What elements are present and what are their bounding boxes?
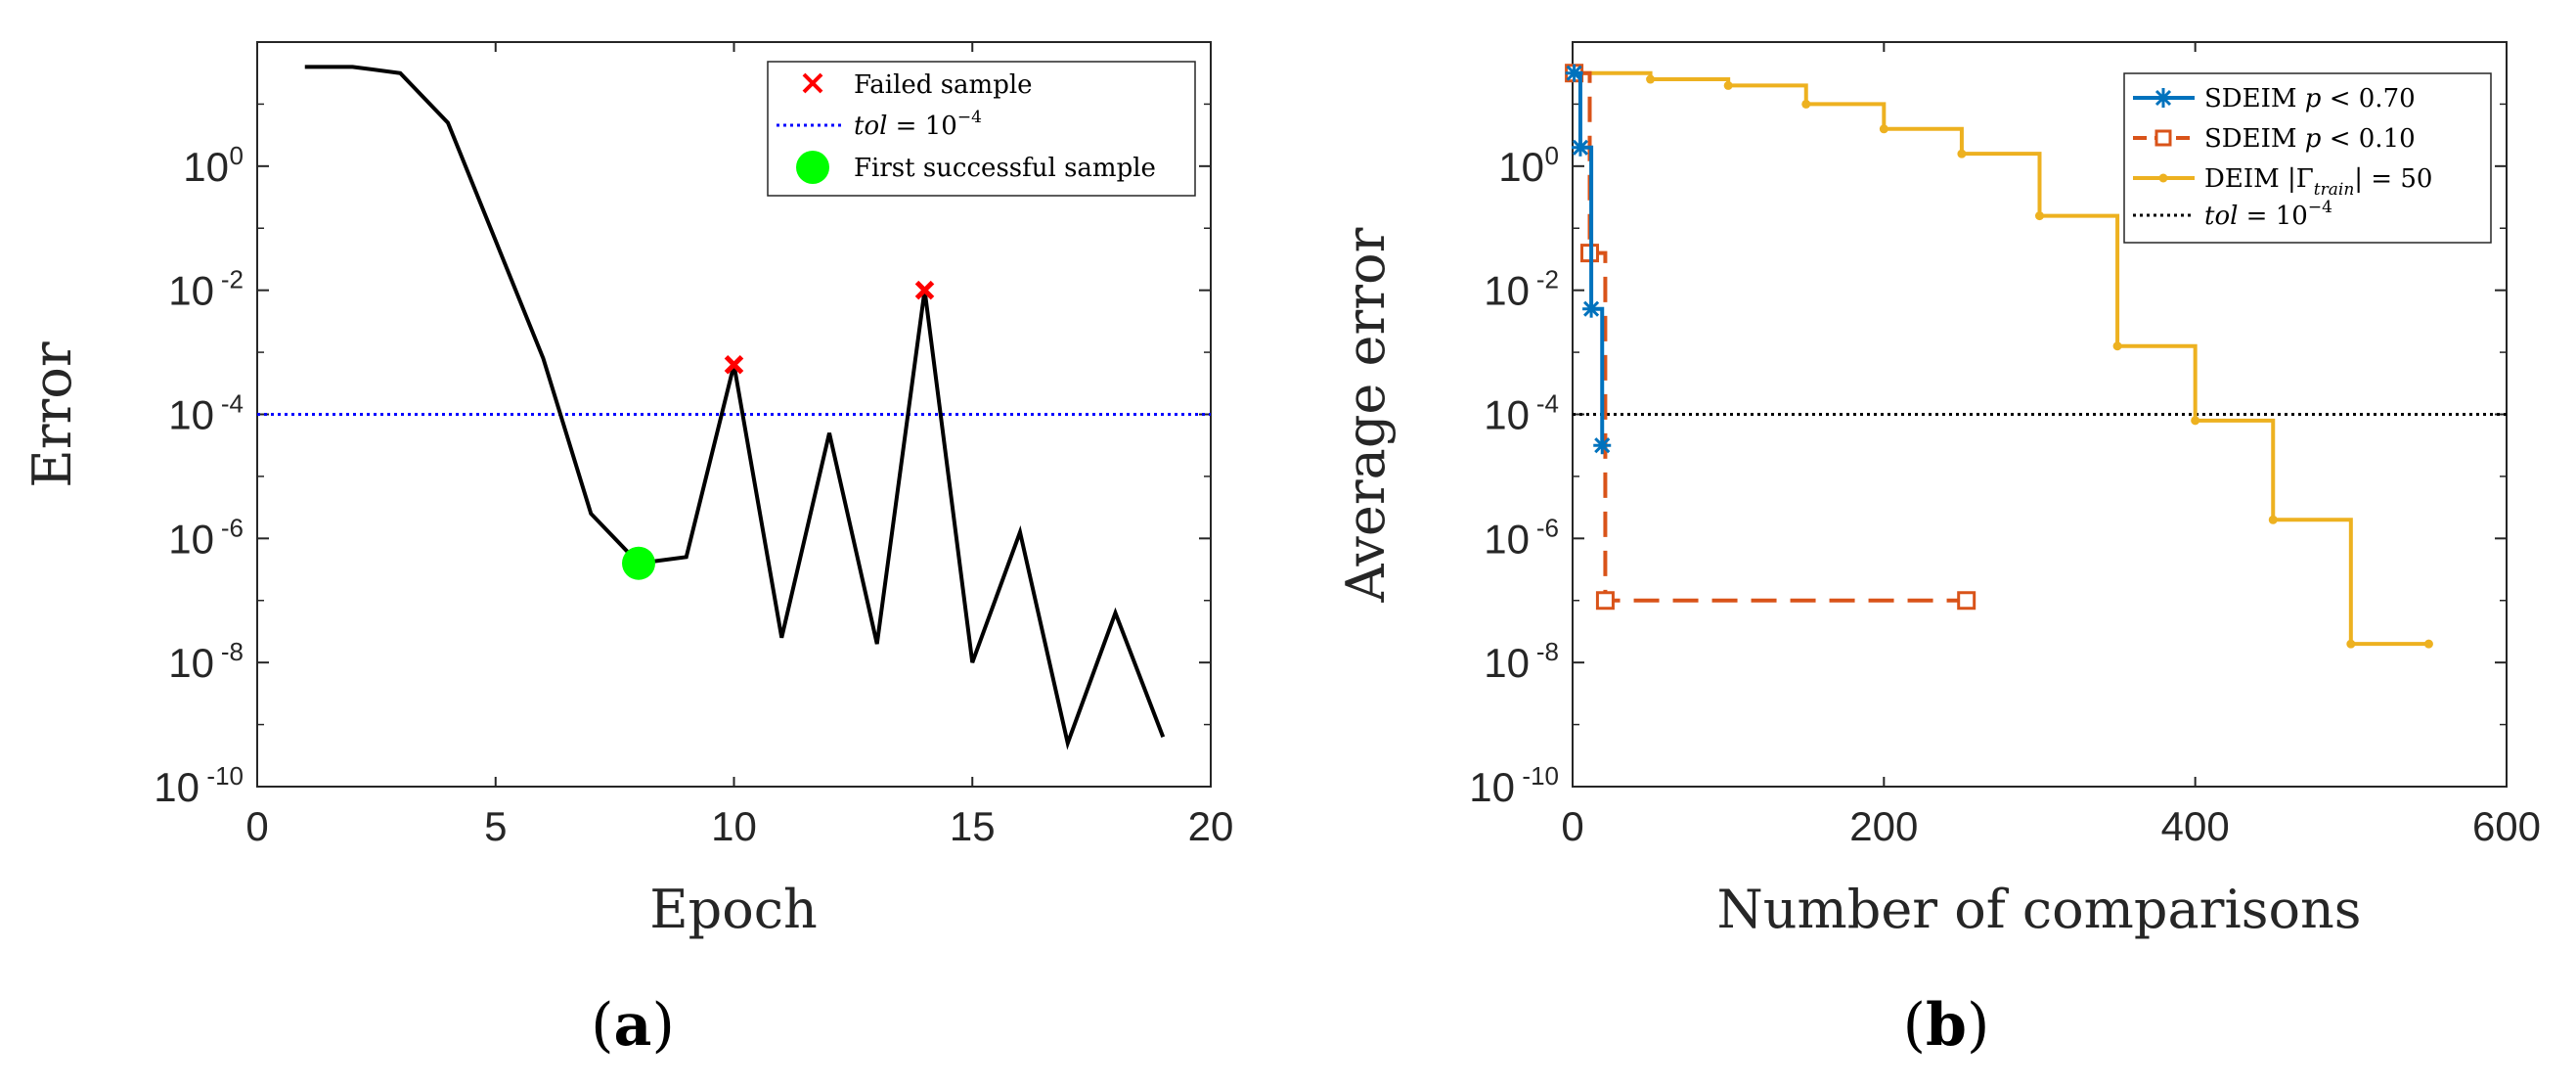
- y-axis-label-a: Error: [22, 341, 83, 488]
- legend-label-sdeim-070: SDEIM p < 0.70: [2204, 84, 2416, 113]
- y-tick-exp-b-1: -2: [1536, 265, 1559, 294]
- y-tick-exp-b-3: -6: [1536, 513, 1559, 542]
- y-tick-exp-b-2: -4: [1536, 389, 1559, 419]
- legend-item-tol-b: tol = 10−4: [2133, 198, 2332, 231]
- legend-swatch-deim-dot: [2158, 173, 2168, 183]
- x-tick-label-a-3: 15: [950, 803, 996, 849]
- legend-item-failed-sample: Failed sample: [802, 70, 1033, 100]
- legend-label-tol-a: tol = 10−4: [854, 108, 982, 141]
- x-ticks-b: 0 200 400 600: [1561, 42, 2541, 849]
- y-tick-label-b-4: 10: [1484, 640, 1530, 686]
- y-tick-exp-b-4: -8: [1536, 637, 1559, 666]
- legend-swatch-x: [802, 72, 823, 94]
- y-tick-exp-a-4: -8: [221, 637, 244, 666]
- first-success-marker: [622, 546, 655, 580]
- legend-item-sdeim-070: SDEIM p < 0.70: [2133, 84, 2416, 113]
- legend-label-sdeim-010: SDEIM p < 0.10: [2204, 124, 2416, 154]
- x-tick-label-b-1: 200: [1849, 803, 1918, 849]
- legend-label-tol-b: tol = 10−4: [2204, 198, 2332, 231]
- y-axis-label-b: Average error: [1335, 227, 1397, 603]
- legend-a: Failed sample tol = 10−4 First successfu…: [767, 61, 1196, 197]
- y-tick-exp-a-5: -10: [206, 761, 244, 791]
- y-tick-label-b-0: 10: [1498, 144, 1544, 190]
- series-2-point-7: [2112, 341, 2122, 351]
- y-tick-exp-a-2: -4: [221, 389, 244, 419]
- y-tick-label-a-4: 10: [168, 640, 214, 686]
- x-tick-label-a-1: 5: [484, 803, 507, 849]
- legend-swatch-sdeim-010-square: [2154, 129, 2172, 147]
- y-tick-exp-a-3: -6: [221, 513, 244, 542]
- series-2-point-11: [2423, 639, 2433, 649]
- series-2-point-2: [1723, 80, 1733, 90]
- x-axis-label-b: Number of comparisons: [1717, 879, 2362, 940]
- legend-item-sdeim-010: SDEIM p < 0.10: [2133, 124, 2416, 154]
- legend-box-a: [767, 61, 1196, 197]
- failed-sample-marker-0: [724, 354, 744, 375]
- series-1-point-3: [1957, 591, 1976, 611]
- marks-a: [257, 65, 1211, 750]
- y-tick-label-a-1: 10: [168, 268, 214, 314]
- x-tick-label-b-0: 0: [1561, 803, 1583, 849]
- subfigure-label-b: (b): [1903, 991, 1990, 1060]
- y-tick-exp-a-1: -2: [221, 265, 244, 294]
- x-ticks-a: 0 5 10 15 20: [245, 42, 1233, 849]
- y-tick-label-a-0: 10: [183, 144, 229, 190]
- legend-label-failed-sample: Failed sample: [854, 70, 1033, 100]
- y-tick-label-a-3: 10: [168, 516, 214, 562]
- y-tick-label-b-2: 10: [1484, 392, 1530, 438]
- series-0-point-3: [1593, 436, 1612, 455]
- x-tick-label-b-2: 400: [2161, 803, 2230, 849]
- y-tick-label-b-1: 10: [1484, 268, 1530, 314]
- series-1-point-2: [1595, 591, 1615, 611]
- series-2-point-5: [1957, 149, 1967, 158]
- legend-item-deim: DEIM |Γtrain| = 50: [2133, 164, 2432, 200]
- failed-sample-marker-1: [914, 280, 935, 300]
- legend-swatch-sdeim-070-star: [2154, 88, 2173, 108]
- y-tick-label-b-3: 10: [1484, 516, 1530, 562]
- y-tick-exp-b-5: -10: [1522, 761, 1559, 791]
- legend-item-first-success: First successful sample: [796, 151, 1156, 184]
- x-tick-label-a-0: 0: [245, 803, 268, 849]
- series-2-point-6: [2035, 211, 2044, 221]
- series-0-point-1: [1571, 138, 1589, 157]
- series-0-point-0: [1565, 64, 1583, 82]
- y-tick-exp-a-0: 0: [230, 141, 244, 170]
- x-tick-label-b-3: 600: [2472, 803, 2541, 849]
- series-2-point-8: [2191, 416, 2200, 426]
- legend-b: SDEIM p < 0.70 SDEIM p < 0.10 DEIM |Γtra…: [2123, 72, 2492, 244]
- y-tick-label-a-2: 10: [168, 392, 214, 438]
- legend-swatch-green: [796, 151, 829, 184]
- x-axis-label-a: Epoch: [649, 879, 818, 940]
- series-2-point-10: [2346, 639, 2356, 649]
- x-tick-label-a-2: 10: [711, 803, 757, 849]
- y-tick-label-b-5: 10: [1469, 764, 1515, 810]
- x-tick-label-a-4: 20: [1188, 803, 1234, 849]
- y-tick-label-a-5: 10: [154, 764, 200, 810]
- subfigure-label-a: (a): [591, 991, 675, 1060]
- series-2-point-3: [1801, 99, 1811, 109]
- series-2-point-1: [1646, 74, 1656, 84]
- marks-b: [1565, 64, 2507, 649]
- series-0-point-2: [1582, 299, 1601, 318]
- legend-box-b: [2123, 72, 2492, 244]
- y-tick-exp-b-0: 0: [1545, 141, 1559, 170]
- legend-label-deim: DEIM |Γtrain| = 50: [2204, 164, 2432, 200]
- legend-item-tol-a: tol = 10−4: [777, 108, 982, 141]
- series-2-point-9: [2268, 515, 2278, 524]
- legend-label-first-success: First successful sample: [854, 154, 1156, 183]
- series-2-point-4: [1879, 124, 1888, 134]
